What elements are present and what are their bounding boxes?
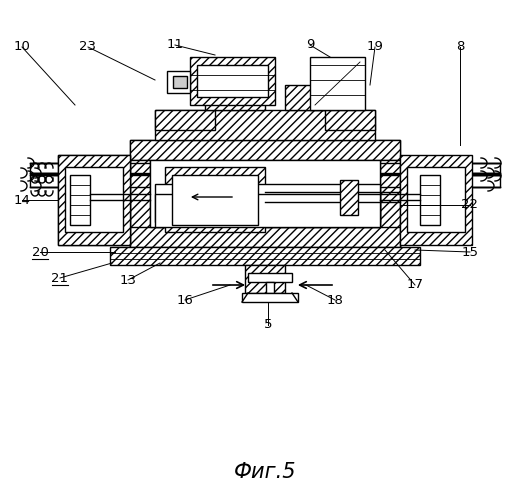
Bar [205, 85, 265, 110]
Text: 5: 5 [264, 318, 272, 332]
Bar [380, 160, 400, 247]
Bar [58, 155, 130, 245]
Text: 17: 17 [407, 278, 424, 291]
Text: Фиг.5: Фиг.5 [234, 462, 296, 482]
Bar [70, 175, 90, 225]
Bar [197, 65, 268, 97]
Bar [155, 110, 215, 130]
Bar [310, 57, 365, 110]
Text: 9: 9 [306, 38, 314, 52]
Text: 23: 23 [80, 40, 97, 54]
Bar [165, 167, 265, 232]
Text: 10: 10 [14, 40, 30, 54]
Bar [173, 76, 187, 88]
Bar [155, 110, 375, 140]
Bar [130, 140, 400, 247]
Bar [30, 163, 500, 173]
Bar [58, 155, 130, 245]
Bar [242, 293, 298, 302]
Text: 15: 15 [461, 246, 478, 258]
Bar [65, 167, 123, 232]
Bar [400, 155, 472, 245]
Bar [248, 273, 292, 282]
Bar [340, 180, 358, 215]
Bar [30, 175, 500, 187]
Bar [285, 85, 335, 110]
Bar [130, 227, 400, 247]
Text: 14: 14 [14, 194, 30, 206]
Text: 19: 19 [366, 40, 383, 54]
Bar [266, 282, 274, 293]
Bar [130, 140, 400, 160]
Bar [190, 57, 275, 105]
Bar [155, 184, 380, 222]
Text: 11: 11 [167, 38, 184, 52]
Bar [155, 194, 380, 227]
Text: 20: 20 [31, 246, 48, 258]
Text: 16: 16 [177, 294, 193, 306]
Bar [150, 160, 380, 227]
Text: 8: 8 [456, 40, 464, 54]
Bar [407, 167, 465, 232]
Bar [172, 175, 258, 225]
Bar [420, 175, 440, 225]
Text: 13: 13 [119, 274, 136, 286]
Bar [245, 265, 285, 293]
Bar [167, 71, 190, 93]
Bar [130, 160, 150, 247]
Bar [325, 110, 375, 130]
Bar [110, 247, 420, 265]
Text: 18: 18 [327, 294, 344, 306]
Text: 21: 21 [52, 272, 68, 284]
Text: 22: 22 [461, 198, 478, 211]
